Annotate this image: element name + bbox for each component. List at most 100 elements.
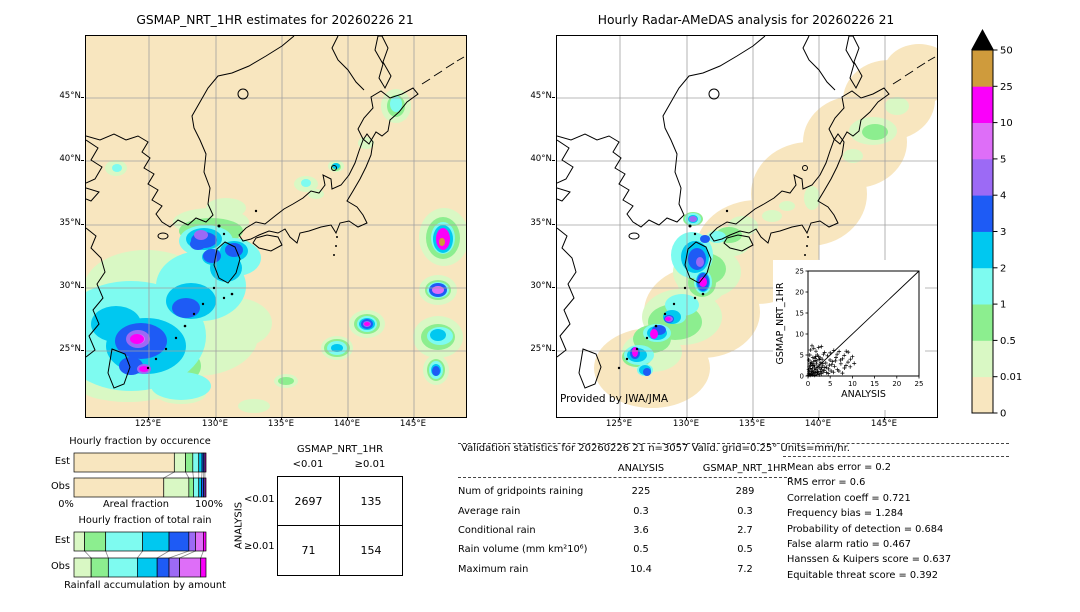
stat-gsmap-value: 0.3 [737,505,753,517]
score-line: Correlation coeff = 0.721 [787,492,911,504]
axis-tick [148,417,149,420]
svg-text:25: 25 [915,380,924,388]
score-line: Hanssen & Kuipers score = 0.637 [787,554,952,566]
svg-text:20: 20 [892,380,901,388]
axis-tick [347,417,348,420]
stat-gsmap-value: 2.7 [737,524,753,536]
totalrain-xlabel: Rainfall accumulation by amount [64,580,226,591]
occurrence-chart [73,452,207,498]
lat-tick-label: 25°N [530,344,552,354]
contingency-col-group: GSMAP_NRT_1HR [296,444,384,455]
contingency-col-label-1: ≥0.01 [354,459,386,470]
stats-col-gsmap: GSMAP_NRT_1HR [702,463,788,474]
lon-tick-label: 140°E [333,419,361,429]
svg-text:GSMAP_NRT_1HR: GSMAP_NRT_1HR [775,282,786,364]
lat-tick-label: 25°N [59,344,81,354]
occurrence-x-min: 0% [58,499,74,510]
occurrence-obs-label: Obs [50,481,70,492]
axis-tick [818,417,819,420]
stat-analysis-value: 10.4 [630,563,652,575]
svg-text:15: 15 [870,380,879,388]
lon-tick-label: 135°E [738,419,766,429]
table-row: Rain volume (mm km²10⁶) 0.5 0.5 [458,540,816,559]
lat-tick-label: 40°N [530,154,552,164]
svg-text:4: 4 [1000,191,1006,202]
lon-tick-label: 125°E [134,419,162,429]
stats-column-headers: ANALYSIS GSMAP_NRT_1HR [458,460,816,477]
totalrain-chart [73,531,207,578]
svg-text:0.5: 0.5 [1000,336,1016,347]
lon-tick-label: 130°E [672,419,700,429]
lat-tick-label: 45°N [59,91,81,101]
svg-text:10: 10 [848,380,857,388]
lat-tick-label: 35°N [59,218,81,228]
contingency-cell-00: 2697 [278,477,340,526]
svg-text:ANALYSIS: ANALYSIS [841,389,886,400]
axis-tick [81,287,84,288]
contingency-cell-11: 154 [360,544,382,557]
table-row: Maximum rain 10.4 7.2 [458,560,816,579]
svg-text:0: 0 [806,380,810,388]
axis-tick [81,160,84,161]
score-line: Equitable threat score = 0.392 [787,569,938,581]
axis-tick [215,417,216,420]
axis-tick [81,350,84,351]
svg-text:2: 2 [1000,263,1006,274]
stats-divider-header [458,477,792,478]
axis-tick [752,417,753,420]
rain-layer [86,89,466,413]
totalrain-obs-label: Obs [50,561,70,572]
left-map-title: GSMAP_NRT_1HR estimates for 20260226 21 [136,13,414,27]
stat-analysis-value: 225 [631,486,651,498]
svg-text:1: 1 [1000,300,1006,311]
lon-tick-label: 130°E [201,419,229,429]
right-map-title: Hourly Radar-AMeDAS analysis for 2026022… [597,13,895,27]
stats-table: Num of gridpoints raining 225 289 Averag… [458,482,816,579]
axis-tick [552,224,555,225]
axis-tick [619,417,620,420]
contingency-cell-10: 71 [278,526,340,575]
axis-tick [552,350,555,351]
lat-tick-label: 30°N [530,281,552,291]
axis-tick [552,97,555,98]
stats-col-analysis: ANALYSIS [617,463,665,474]
lon-tick-label: 140°E [804,419,832,429]
occurrence-est-label: Est [54,456,70,467]
svg-text:0.01: 0.01 [1000,372,1022,383]
right-map: 0 0 5 5 10 10 15 15 20 20 25 25 ANALYSIS GSMAP_NRT_1H… [556,35,938,418]
stat-label: Rain volume (mm km²10⁶) [458,544,588,556]
svg-text:0: 0 [1000,409,1006,420]
stats-header: Validation statistics for 20260226 21 n=… [461,443,850,454]
svg-text:20: 20 [795,289,804,297]
axis-tick [552,160,555,161]
totalrain-chart-title: Hourly fraction of total rain [78,515,212,526]
stat-label: Num of gridpoints raining [458,486,584,498]
score-line: False alarm ratio = 0.467 [787,539,912,551]
lat-tick-label: 30°N [59,281,81,291]
map-credit: Provided by JWA/JMA [560,393,669,405]
stat-label: Maximum rain [458,563,529,575]
lon-tick-label: 145°E [399,419,427,429]
score-list: Mean abs error = 0.2 RMS error = 0.6 Corre… [787,460,1027,583]
contingency-row-label-0: <0.01 [244,494,275,505]
stat-label: Average rain [458,505,521,517]
svg-text:25: 25 [1000,82,1013,93]
svg-text:5: 5 [828,380,832,388]
stat-analysis-value: 0.5 [633,544,649,556]
svg-text:50: 50 [1000,46,1013,57]
svg-text:3: 3 [1000,227,1006,238]
score-line: Probability of detection = 0.684 [787,523,944,535]
axis-tick [81,224,84,225]
stats-divider-top [458,443,1009,444]
lat-tick-label: 35°N [530,218,552,228]
stat-label: Conditional rain [458,524,536,536]
contingency-table: 2697 135 71 154 [277,476,403,576]
table-row: Conditional rain 3.6 2.7 [458,521,816,540]
axis-tick [884,417,885,420]
axis-tick [552,287,555,288]
contingency-row-label-1: ≥0.01 [244,541,275,552]
svg-text:10: 10 [1000,118,1013,129]
stat-gsmap-value: 0.5 [737,544,753,556]
stat-gsmap-value: 7.2 [737,563,753,575]
